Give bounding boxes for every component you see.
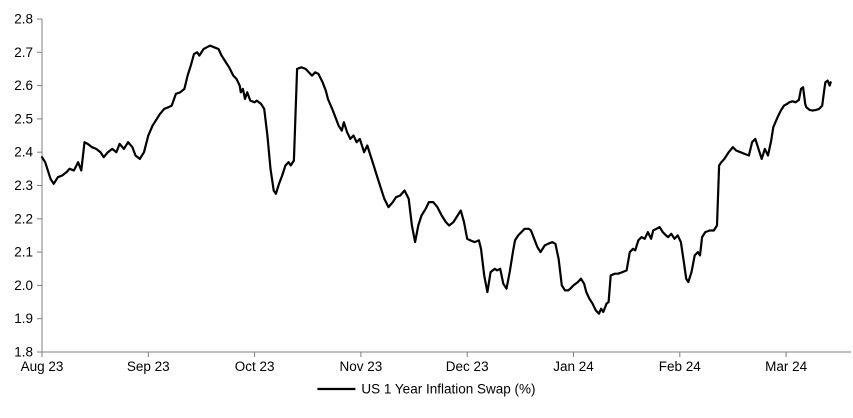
x-tick-label: Jan 24: [553, 359, 594, 374]
x-tick-label: Mar 24: [765, 359, 808, 374]
y-axis: 2.8 2.7 2.6 2.5 2.4 2.3 2.2 2.1 2.0 1.9 1.8: [14, 12, 43, 360]
x-tick-label: Feb 24: [659, 359, 702, 374]
y-tick-label: 2.1: [14, 245, 33, 260]
y-tick-label: 1.8: [14, 345, 33, 360]
y-tick-label: 2.4: [14, 145, 33, 160]
x-tick-label: Aug 23: [21, 359, 64, 374]
y-tick-label: 2.0: [14, 278, 33, 293]
legend: US 1 Year Inflation Swap (%): [317, 382, 536, 397]
x-axis: Aug 23 Sep 23 Oct 23 Nov 23 Dec 23 Jan 24 Feb …: [21, 351, 851, 374]
y-tick-label: 2.5: [14, 111, 33, 126]
y-tick-label: 2.6: [14, 78, 33, 93]
x-tick-label: Sep 23: [127, 359, 170, 374]
y-tick-label: 2.2: [14, 211, 33, 226]
x-tick-label: Nov 23: [340, 359, 383, 374]
series-line: [40, 44, 832, 315]
y-tick-label: 2.7: [14, 45, 33, 60]
x-tick-label: Oct 23: [235, 359, 275, 374]
x-tick-label: Dec 23: [446, 359, 489, 374]
legend-label: US 1 Year Inflation Swap (%): [361, 382, 535, 397]
y-tick-label: 2.3: [14, 178, 33, 193]
y-tick-label: 1.9: [14, 311, 33, 326]
y-tick-label: 2.8: [14, 12, 33, 27]
